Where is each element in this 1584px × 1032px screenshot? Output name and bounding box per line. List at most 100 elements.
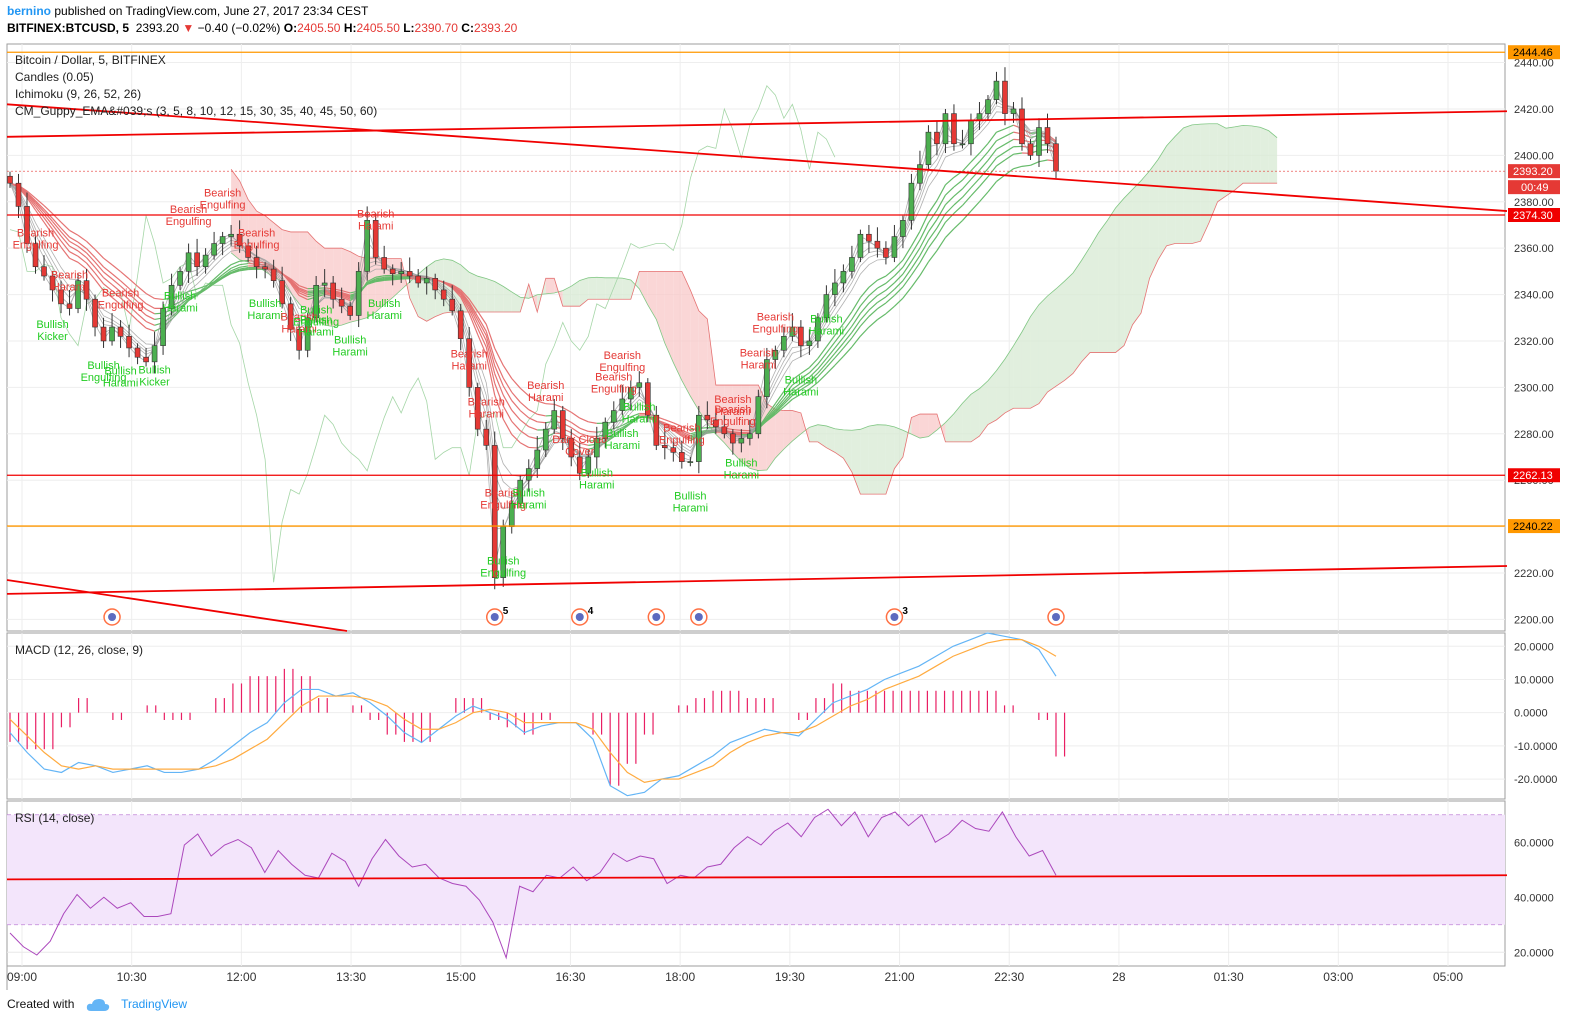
legend-guppy[interactable]: CM_Guppy_EMA&#039;s (3, 5, 8, 10, 12, 15… bbox=[15, 104, 378, 118]
long-ema-segment bbox=[384, 276, 393, 278]
long-ema-segment bbox=[230, 266, 240, 272]
tradingview-link[interactable]: TradingView bbox=[121, 997, 188, 1011]
candles bbox=[7, 67, 1059, 590]
long-ema-segment bbox=[511, 420, 521, 432]
long-ema-segment bbox=[604, 436, 615, 444]
x-tick-label: 16:30 bbox=[555, 970, 585, 984]
long-ema-segment bbox=[86, 240, 96, 250]
level-price-label: 2262.13 bbox=[1513, 470, 1553, 482]
rsi-line bbox=[9, 808, 1057, 960]
long-ema-segment bbox=[774, 391, 785, 404]
cloud-segment bbox=[962, 394, 971, 442]
long-ema-segment bbox=[384, 277, 393, 280]
long-ema-segment bbox=[868, 279, 878, 288]
candle-body bbox=[1002, 80, 1008, 114]
long-ema-segment bbox=[384, 279, 393, 282]
long-ema-segment bbox=[392, 278, 402, 281]
cloud-segment bbox=[1234, 125, 1244, 191]
legend-title[interactable]: Bitcoin / Dollar, 5, BITFINEX bbox=[15, 53, 166, 67]
candle-body bbox=[364, 220, 370, 272]
long-ema-segment bbox=[128, 278, 138, 287]
candle-body bbox=[806, 340, 813, 346]
long-ema-segment bbox=[222, 272, 232, 279]
long-ema-segment bbox=[485, 324, 496, 349]
long-ema-segment bbox=[800, 367, 810, 374]
candle-body bbox=[985, 99, 991, 114]
candle-body bbox=[92, 298, 98, 328]
long-ema-segment bbox=[927, 227, 938, 241]
long-ema-segment bbox=[77, 245, 87, 254]
long-ema-segment bbox=[945, 228, 955, 238]
short-ema-line bbox=[9, 110, 1057, 477]
candle-body bbox=[687, 461, 694, 463]
macd-histogram bbox=[9, 668, 1066, 786]
long-ema-segment bbox=[519, 442, 530, 448]
long-ema-segment bbox=[341, 292, 351, 296]
long-ema-segment bbox=[485, 335, 496, 366]
candle-body bbox=[474, 387, 481, 430]
legend-candles[interactable]: Candles (0.05) bbox=[15, 70, 94, 84]
long-ema-segment bbox=[69, 251, 79, 257]
candle-body bbox=[968, 120, 974, 145]
cloud-segment bbox=[877, 424, 886, 495]
author-link[interactable]: bernino bbox=[7, 4, 51, 18]
pattern-label: Bearish bbox=[468, 396, 505, 408]
symbol-label: BITFINEX:BTCUSD, 5 bbox=[7, 21, 130, 35]
long-ema-segment bbox=[953, 188, 963, 197]
event-flag-dot bbox=[890, 613, 899, 621]
publish-line: bernino published on TradingView.com, Ju… bbox=[7, 4, 368, 18]
cloud-segment bbox=[605, 277, 614, 300]
long-ema-segment bbox=[230, 268, 240, 273]
long-ema-segment bbox=[60, 221, 70, 231]
long-ema-segment bbox=[910, 255, 921, 269]
long-ema-segment bbox=[298, 288, 308, 294]
long-ema-segment bbox=[502, 418, 513, 435]
candle-body bbox=[662, 445, 668, 449]
long-ema-segment bbox=[673, 427, 683, 433]
long-ema-segment bbox=[188, 292, 198, 297]
trend-line bbox=[6, 565, 1508, 595]
long-ema-segment bbox=[817, 352, 827, 365]
long-ema-segment bbox=[936, 213, 946, 229]
pattern-label: Harami bbox=[281, 323, 316, 335]
legend-rsi[interactable]: RSI (14, close) bbox=[15, 811, 95, 825]
long-ema-segment bbox=[477, 323, 487, 341]
pattern-label: Bullish bbox=[300, 304, 332, 316]
legend-ichimoku[interactable]: Ichimoku (9, 26, 52, 26) bbox=[15, 87, 142, 101]
pattern-label: Harami bbox=[366, 310, 401, 322]
long-ema-segment bbox=[468, 301, 479, 317]
long-ema-segment bbox=[834, 330, 844, 343]
y-tick-label: 2220.00 bbox=[1514, 568, 1554, 580]
long-ema-segment bbox=[1004, 131, 1014, 137]
long-ema-segment bbox=[825, 364, 836, 375]
long-ema-segment bbox=[519, 410, 530, 419]
legend-macd[interactable]: MACD (12, 26, close, 9) bbox=[15, 643, 144, 657]
candle-body bbox=[32, 243, 39, 268]
long-ema-segment bbox=[817, 362, 827, 374]
long-ema-segment bbox=[213, 276, 223, 283]
cloud-segment bbox=[426, 261, 436, 322]
long-ema-segment bbox=[103, 290, 113, 298]
x-tick-label: 28 bbox=[1112, 970, 1126, 984]
long-ema-segment bbox=[145, 292, 155, 299]
pattern-label: Harami bbox=[715, 406, 750, 418]
pattern-label: Engulfing bbox=[81, 372, 127, 384]
x-tick-label: 18:00 bbox=[665, 970, 695, 984]
long-ema-segment bbox=[502, 405, 513, 422]
long-ema-segment bbox=[460, 294, 470, 310]
candle-body bbox=[372, 220, 379, 258]
long-ema-segment bbox=[979, 151, 989, 163]
cloud-segment bbox=[486, 278, 495, 312]
down-arrow-icon: ▼ bbox=[182, 21, 195, 35]
candle-body bbox=[619, 398, 626, 411]
long-ema-segment bbox=[579, 442, 589, 446]
long-ema-segment bbox=[902, 261, 912, 275]
long-ema-segment bbox=[366, 281, 376, 285]
senkou-span-a bbox=[230, 123, 1278, 471]
cloud-segment bbox=[1090, 232, 1099, 353]
long-ema-segment bbox=[970, 152, 980, 163]
long-ema-segment bbox=[1004, 146, 1014, 153]
long-ema-segment bbox=[919, 239, 929, 256]
candle-body bbox=[262, 266, 268, 270]
